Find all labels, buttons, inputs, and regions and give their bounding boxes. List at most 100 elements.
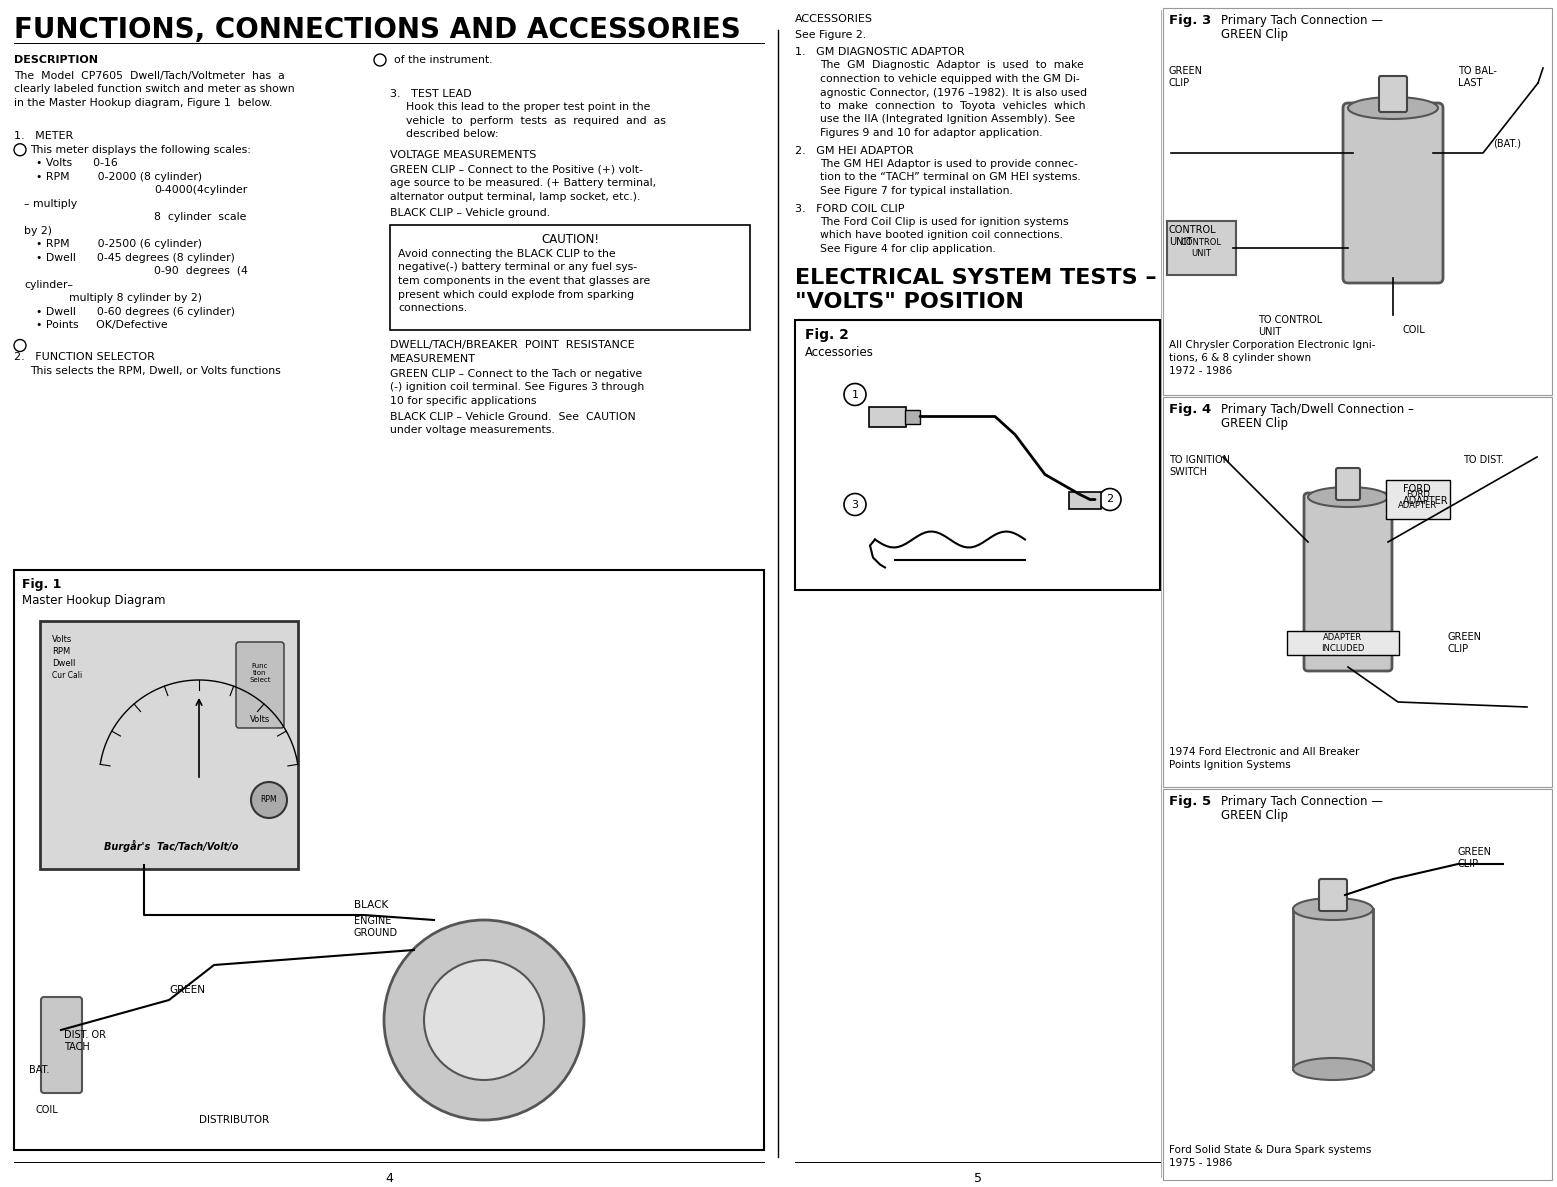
FancyBboxPatch shape xyxy=(1168,221,1236,275)
Text: tion to the “TACH” terminal on GM HEI systems.: tion to the “TACH” terminal on GM HEI sy… xyxy=(821,172,1081,183)
Text: 3: 3 xyxy=(852,500,858,509)
Text: Fig. 5: Fig. 5 xyxy=(1169,795,1211,808)
Text: This selects the RPM, Dwell, or Volts functions: This selects the RPM, Dwell, or Volts fu… xyxy=(30,366,280,376)
Text: GREEN Clip: GREEN Clip xyxy=(1221,810,1288,823)
Text: use the IIA (Integrated Ignition Assembly). See: use the IIA (Integrated Ignition Assembl… xyxy=(821,114,1076,125)
FancyBboxPatch shape xyxy=(1070,491,1101,508)
Text: GREEN
CLIP: GREEN CLIP xyxy=(1448,631,1482,654)
Text: 10 for specific applications: 10 for specific applications xyxy=(389,396,537,406)
Text: TO BAL-
LAST: TO BAL- LAST xyxy=(1457,66,1496,88)
Text: CONTROL
UNIT: CONTROL UNIT xyxy=(1180,239,1222,258)
Text: DISTRIBUTOR: DISTRIBUTOR xyxy=(199,1115,269,1125)
Text: COIL: COIL xyxy=(1403,325,1426,335)
FancyBboxPatch shape xyxy=(1386,480,1450,519)
Text: RPM: RPM xyxy=(51,647,70,656)
Text: described below:: described below: xyxy=(406,129,498,139)
FancyBboxPatch shape xyxy=(389,226,750,330)
Text: BLACK CLIP – Vehicle ground.: BLACK CLIP – Vehicle ground. xyxy=(389,208,550,217)
Ellipse shape xyxy=(1292,899,1373,920)
Text: Dwell: Dwell xyxy=(51,659,75,668)
FancyBboxPatch shape xyxy=(1344,103,1443,283)
Text: The GM HEI Adaptor is used to provide connec-: The GM HEI Adaptor is used to provide co… xyxy=(821,159,1077,169)
Text: 1.   GM DIAGNOSTIC ADAPTOR: 1. GM DIAGNOSTIC ADAPTOR xyxy=(796,47,965,57)
Text: Burgår's  Tac/Tach/Volt/o: Burgår's Tac/Tach/Volt/o xyxy=(104,840,238,852)
FancyBboxPatch shape xyxy=(237,642,283,728)
Text: vehicle  to  perform  tests  as  required  and  as: vehicle to perform tests as required and… xyxy=(406,116,666,126)
Text: tions, 6 & 8 cylinder shown: tions, 6 & 8 cylinder shown xyxy=(1169,353,1311,363)
Text: GREEN
CLIP: GREEN CLIP xyxy=(1169,66,1204,88)
Text: agnostic Connector, (1976 –1982). It is also used: agnostic Connector, (1976 –1982). It is … xyxy=(821,88,1087,97)
Text: connection to vehicle equipped with the GM Di-: connection to vehicle equipped with the … xyxy=(821,74,1079,84)
Text: "VOLTS" POSITION: "VOLTS" POSITION xyxy=(796,292,1025,311)
Text: CAUTION!: CAUTION! xyxy=(540,233,599,246)
Text: 8  cylinder  scale: 8 cylinder scale xyxy=(154,212,246,222)
Text: MEASUREMENT: MEASUREMENT xyxy=(389,354,476,363)
Text: 3.   TEST LEAD: 3. TEST LEAD xyxy=(389,89,472,99)
FancyBboxPatch shape xyxy=(869,406,906,426)
Text: CONTROL
UNIT: CONTROL UNIT xyxy=(1169,226,1216,247)
Text: DESCRIPTION: DESCRIPTION xyxy=(14,55,98,65)
Ellipse shape xyxy=(1348,97,1439,119)
Text: which have booted ignition coil connections.: which have booted ignition coil connecti… xyxy=(821,230,1063,241)
Text: GREEN CLIP – Connect to the Positive (+) volt-: GREEN CLIP – Connect to the Positive (+)… xyxy=(389,165,643,174)
FancyBboxPatch shape xyxy=(40,997,83,1093)
Text: in the Master Hookup diagram, Figure 1  below.: in the Master Hookup diagram, Figure 1 b… xyxy=(14,97,272,108)
FancyBboxPatch shape xyxy=(905,410,920,424)
Text: negative(-) battery terminal or any fuel sys-: negative(-) battery terminal or any fuel… xyxy=(399,262,637,273)
Text: GREEN Clip: GREEN Clip xyxy=(1221,28,1288,42)
Text: RPM: RPM xyxy=(260,795,277,805)
Text: The  GM  Diagnostic  Adaptor  is  used  to  make: The GM Diagnostic Adaptor is used to mak… xyxy=(821,61,1084,70)
Text: GREEN Clip: GREEN Clip xyxy=(1221,417,1288,430)
Text: Volts: Volts xyxy=(51,635,72,645)
Text: • Dwell      0-60 degrees (6 cylinder): • Dwell 0-60 degrees (6 cylinder) xyxy=(36,306,235,317)
Text: Ford Solid State & Dura Spark systems: Ford Solid State & Dura Spark systems xyxy=(1169,1145,1372,1155)
Text: BLACK CLIP – Vehicle Ground.  See  CAUTION: BLACK CLIP – Vehicle Ground. See CAUTION xyxy=(389,412,635,421)
Text: This meter displays the following scales:: This meter displays the following scales… xyxy=(30,145,251,154)
Text: Cur Cali: Cur Cali xyxy=(51,671,83,680)
Text: The Ford Coil Clip is used for ignition systems: The Ford Coil Clip is used for ignition … xyxy=(821,217,1068,227)
Text: age source to be measured. (+ Battery terminal,: age source to be measured. (+ Battery te… xyxy=(389,178,655,189)
Text: Fig. 3: Fig. 3 xyxy=(1169,14,1211,27)
FancyBboxPatch shape xyxy=(1305,493,1392,671)
Text: • Dwell      0-45 degrees (8 cylinder): • Dwell 0-45 degrees (8 cylinder) xyxy=(36,253,235,262)
Text: BLACK: BLACK xyxy=(353,900,388,910)
Text: connections.: connections. xyxy=(399,303,467,313)
Text: See Figure 7 for typical installation.: See Figure 7 for typical installation. xyxy=(821,186,1014,196)
Text: Fig. 2: Fig. 2 xyxy=(805,328,849,342)
FancyBboxPatch shape xyxy=(1288,631,1400,655)
Text: 1: 1 xyxy=(852,389,858,400)
Text: Primary Tach/Dwell Connection –: Primary Tach/Dwell Connection – xyxy=(1221,404,1414,415)
Text: TO CONTROL
UNIT: TO CONTROL UNIT xyxy=(1258,315,1322,337)
Text: Avoid connecting the BLACK CLIP to the: Avoid connecting the BLACK CLIP to the xyxy=(399,249,615,259)
Text: – multiply: – multiply xyxy=(23,198,78,209)
Text: Hook this lead to the proper test point in the: Hook this lead to the proper test point … xyxy=(406,102,651,113)
Text: Figures 9 and 10 for adaptor application.: Figures 9 and 10 for adaptor application… xyxy=(821,128,1043,138)
Text: (-) ignition coil terminal. See Figures 3 through: (-) ignition coil terminal. See Figures … xyxy=(389,382,645,393)
Text: GREEN CLIP – Connect to the Tach or negative: GREEN CLIP – Connect to the Tach or nega… xyxy=(389,369,641,379)
Text: 1972 - 1986: 1972 - 1986 xyxy=(1169,366,1232,376)
Text: GREEN
CLIP: GREEN CLIP xyxy=(1457,848,1492,869)
Text: BAT.: BAT. xyxy=(30,1065,50,1075)
Text: alternator output terminal, lamp socket, etc.).: alternator output terminal, lamp socket,… xyxy=(389,192,640,202)
FancyBboxPatch shape xyxy=(1163,789,1552,1180)
Text: present which could explode from sparking: present which could explode from sparkin… xyxy=(399,290,634,299)
Ellipse shape xyxy=(1308,487,1387,507)
Text: 2.   GM HEI ADAPTOR: 2. GM HEI ADAPTOR xyxy=(796,146,914,155)
Text: 1975 - 1986: 1975 - 1986 xyxy=(1169,1159,1232,1168)
Text: Fig. 4: Fig. 4 xyxy=(1169,404,1211,415)
Text: 1974 Ford Electronic and All Breaker: 1974 Ford Electronic and All Breaker xyxy=(1169,747,1359,757)
Text: under voltage measurements.: under voltage measurements. xyxy=(389,425,554,434)
Text: Accessories: Accessories xyxy=(805,345,873,358)
Text: FUNCTIONS, CONNECTIONS AND ACCESSORIES: FUNCTIONS, CONNECTIONS AND ACCESSORIES xyxy=(14,15,741,44)
Text: FORD
ADAPTER: FORD ADAPTER xyxy=(1398,490,1437,509)
Text: Fig. 1: Fig. 1 xyxy=(22,578,61,591)
Text: 3.   FORD COIL CLIP: 3. FORD COIL CLIP xyxy=(796,203,905,214)
Text: Primary Tach Connection —: Primary Tach Connection — xyxy=(1221,795,1383,808)
Text: COIL: COIL xyxy=(36,1105,59,1115)
Text: ADAPTER
INCLUDED: ADAPTER INCLUDED xyxy=(1322,634,1364,653)
Text: cylinder–: cylinder– xyxy=(23,280,73,290)
Text: See Figure 2.: See Figure 2. xyxy=(796,30,866,39)
Text: GREEN: GREEN xyxy=(170,985,206,995)
Text: tem components in the event that glasses are: tem components in the event that glasses… xyxy=(399,277,651,286)
Text: Func
tion
Select: Func tion Select xyxy=(249,664,271,683)
